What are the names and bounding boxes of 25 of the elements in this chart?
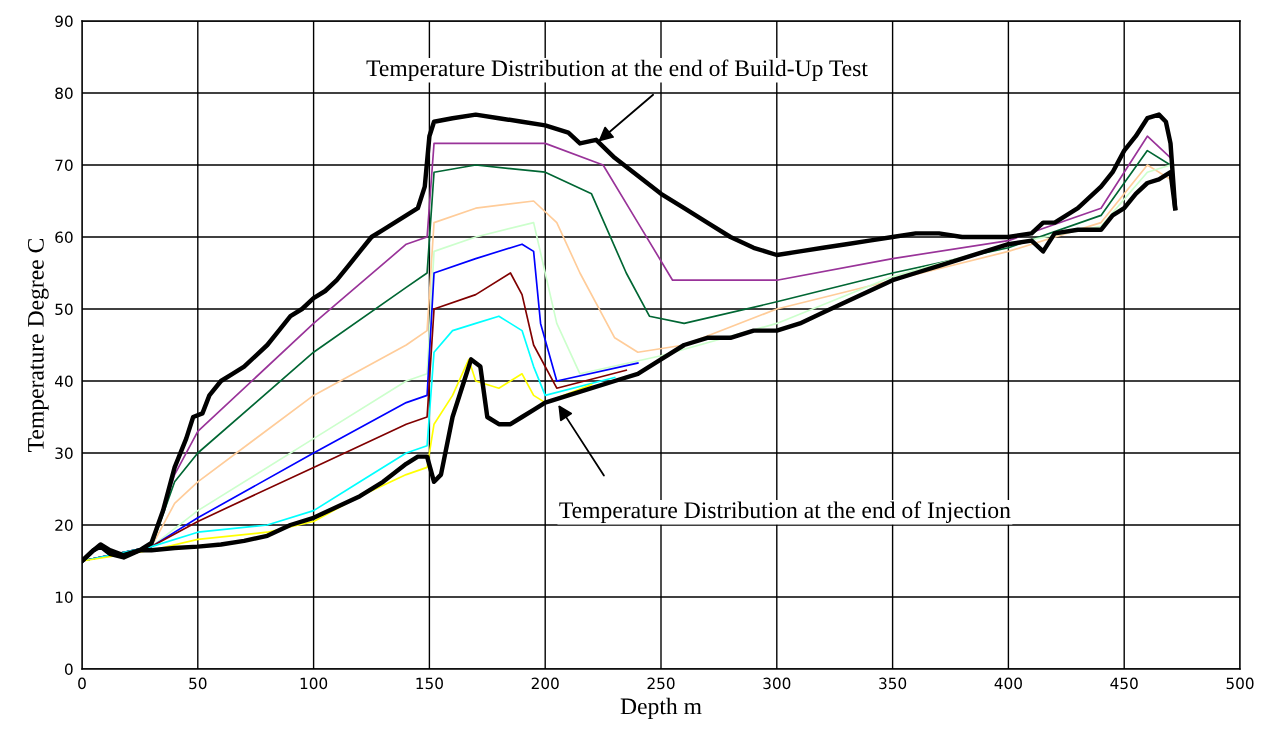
x-tick-label: 450 (1110, 677, 1138, 690)
x-tick-label: 100 (300, 677, 328, 690)
x-tick-label: 400 (994, 677, 1022, 690)
x-tick-label: 200 (531, 677, 559, 690)
x-tick-label: 150 (416, 677, 443, 690)
annotation: Temperature Distribution at the end of Build-Up Test (366, 59, 868, 82)
y-tick-label: 70 (55, 159, 73, 172)
y-tick-label: 10 (55, 591, 73, 604)
x-tick-label: 350 (879, 677, 907, 690)
y-tick-label: 50 (55, 303, 73, 316)
annotation: Temperature Distribution at the end of Injection (559, 501, 1011, 524)
y-tick-label: 0 (64, 663, 73, 676)
x-tick-label: 300 (763, 677, 791, 690)
x-axis-title: Depth m (620, 697, 702, 720)
y-tick-label: 90 (55, 15, 73, 28)
x-tick-label: 250 (647, 677, 675, 690)
x-tick-label: 50 (189, 677, 207, 690)
y-axis-title: Temperature Degree C (27, 238, 49, 452)
y-tick-label: 80 (55, 87, 73, 100)
x-tick-label: 0 (78, 677, 86, 690)
y-tick-label: 20 (55, 519, 73, 532)
y-tick-label: 40 (54, 375, 73, 388)
x-tick-label: 500 (1226, 677, 1254, 690)
y-tick-label: 30 (55, 447, 73, 460)
y-tick-label: 60 (55, 231, 73, 244)
